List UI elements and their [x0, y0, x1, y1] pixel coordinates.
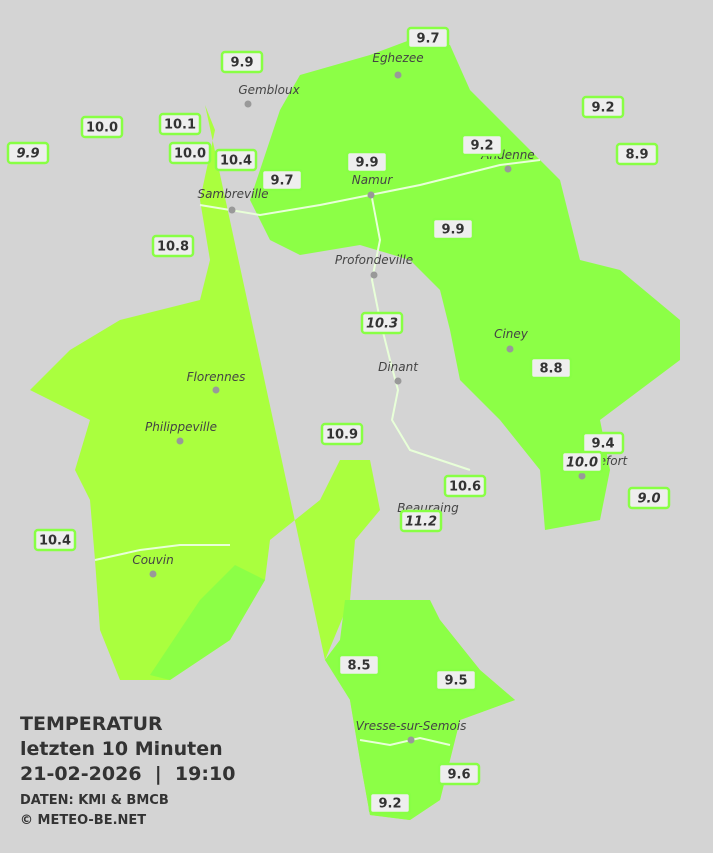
station-value: 9.7	[416, 32, 439, 47]
city-name: Eghezee	[372, 51, 423, 65]
city-dot	[176, 437, 184, 445]
city-dot	[367, 191, 375, 199]
station-box	[33, 528, 77, 552]
station-value: 8.9	[625, 148, 648, 163]
caption-datetime: 21-02-2026 | 19:10	[20, 763, 235, 785]
station-value: 9.9	[355, 156, 378, 171]
city-dot	[394, 377, 402, 385]
caption-title: TEMPERATUR	[20, 713, 163, 735]
city-dot	[506, 345, 514, 353]
station-value: 10.3	[366, 317, 398, 332]
city-dot	[228, 206, 236, 214]
station-value: 9.2	[470, 139, 493, 154]
river	[94, 544, 230, 561]
station-value: 9.5	[444, 674, 467, 689]
station-value: 10.9	[326, 428, 358, 443]
station-value: 10.8	[157, 240, 189, 255]
station-box	[80, 115, 124, 139]
station-box	[581, 95, 625, 119]
city-name: Philippeville	[145, 420, 217, 434]
river	[370, 197, 471, 471]
station-value: 9.0	[637, 492, 660, 507]
station-value: 8.8	[539, 362, 562, 377]
city-name: Ciney	[494, 327, 529, 341]
city-name: Gembloux	[238, 83, 300, 97]
station-box	[260, 168, 304, 192]
river	[359, 736, 451, 747]
station-box	[615, 142, 659, 166]
city-dot	[244, 100, 252, 108]
city-dot	[370, 271, 378, 279]
station-box	[434, 668, 478, 692]
station-box	[6, 141, 50, 165]
zone-cool	[150, 565, 265, 680]
station-value: 9.4	[591, 437, 614, 452]
station-value: 9.9	[16, 147, 39, 162]
station-box	[560, 450, 604, 474]
caption-source: DATEN: KMI & BMCB	[20, 793, 169, 808]
caption-copyright: © METEO-BE.NET	[20, 813, 146, 828]
station-value: 9.2	[591, 101, 614, 116]
city-dot	[407, 736, 415, 744]
station-box	[431, 217, 475, 241]
city-name: Sambreville	[197, 187, 268, 201]
city-name: Vresse-sur-Semois	[356, 719, 467, 733]
station-box	[627, 486, 671, 510]
station-box	[220, 50, 264, 74]
station-value: 10.0	[86, 121, 118, 136]
city-name: Namur	[352, 173, 394, 187]
station-box	[368, 791, 412, 815]
city-name: Florennes	[187, 370, 246, 384]
station-value: 11.2	[405, 515, 437, 530]
station-value: 10.1	[164, 118, 196, 133]
station-box	[214, 148, 258, 172]
station-box	[581, 431, 625, 455]
city-dot	[504, 165, 512, 173]
station-box	[529, 356, 573, 380]
station-box	[151, 234, 195, 258]
station-box	[406, 26, 450, 50]
station-value: 10.0	[174, 147, 206, 162]
station-value: 9.2	[378, 797, 401, 812]
station-box	[443, 474, 487, 498]
station-box	[460, 133, 504, 157]
station-box	[320, 422, 364, 446]
caption-period: letzten 10 Minuten	[20, 738, 223, 760]
station-box	[360, 311, 404, 335]
station-box	[168, 141, 212, 165]
city-name: Profondeville	[335, 253, 413, 267]
city-dot	[149, 570, 157, 578]
station-value: 9.6	[447, 768, 470, 783]
station-box	[158, 112, 202, 136]
city-name: Dinant	[378, 360, 419, 374]
station-value: 9.7	[270, 174, 293, 189]
station-value: 10.4	[39, 534, 71, 549]
city-dot	[578, 472, 586, 480]
station-box	[345, 150, 389, 174]
station-value: 9.9	[441, 223, 464, 238]
city-dot	[394, 71, 402, 79]
city-name: Couvin	[132, 553, 173, 567]
station-value: 8.5	[347, 659, 370, 674]
station-box	[399, 509, 443, 533]
city-dot	[212, 386, 220, 394]
station-value: 9.9	[230, 56, 253, 71]
river	[199, 159, 541, 217]
station-value: 10.6	[449, 480, 481, 495]
station-value: 10.0	[566, 456, 598, 471]
station-box	[337, 653, 381, 677]
station-value: 10.4	[220, 154, 252, 169]
station-box	[437, 762, 481, 786]
